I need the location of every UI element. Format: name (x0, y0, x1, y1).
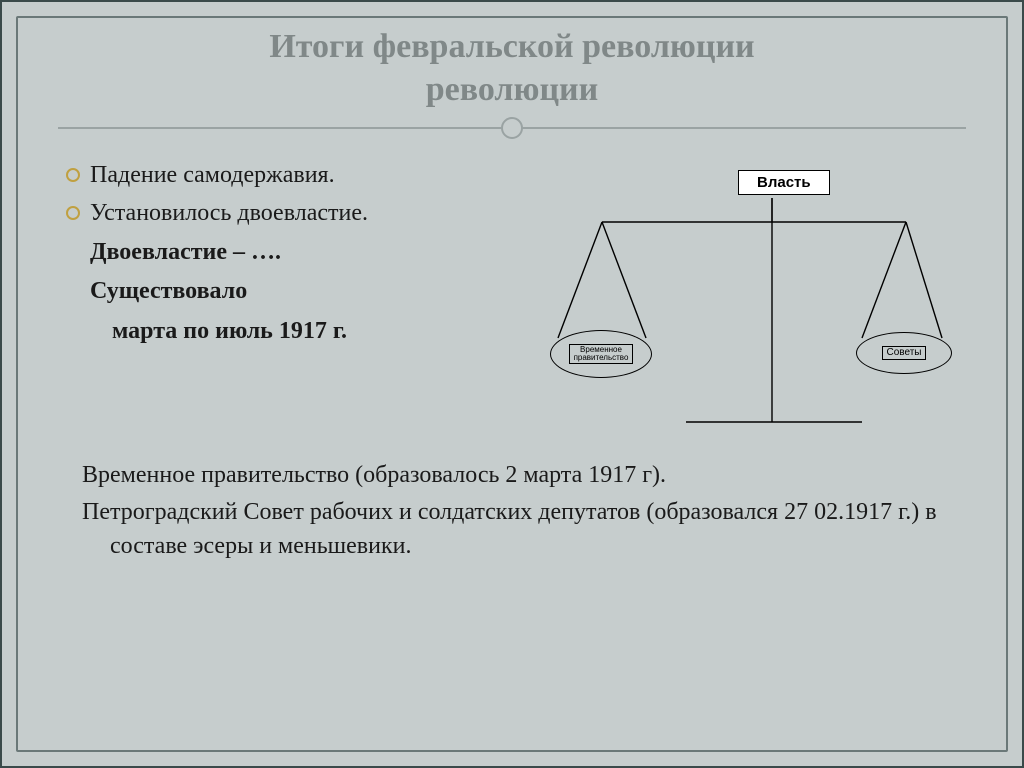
slide-title: Итоги февральской революции революции (18, 18, 1006, 111)
title-divider (18, 113, 1006, 143)
body-paragraph: Временное правительство (образовалось 2 … (62, 459, 962, 493)
divider-ring-icon (501, 117, 523, 139)
body-paragraph: Петроградский Совет рабочих и солдатских… (62, 496, 962, 563)
slide-frame: Итоги февральской революции революции Па… (16, 16, 1008, 752)
diagram-right-ellipse: Советы (856, 332, 952, 374)
title-line-2: революции (426, 71, 599, 108)
diagram-left-ellipse: Временное правительство (550, 330, 652, 378)
diagram-left-label: Временное правительство (569, 344, 634, 364)
diagram-right-label: Советы (882, 346, 927, 360)
lower-paragraphs: Временное правительство (образовалось 2 … (62, 459, 962, 564)
slide: Итоги февральской революции революции Па… (0, 0, 1024, 768)
power-diagram: Власть Временное правительство Советы (556, 178, 946, 438)
diagram-lines (556, 178, 956, 438)
title-line-1: Итоги февральской революции (269, 28, 754, 65)
